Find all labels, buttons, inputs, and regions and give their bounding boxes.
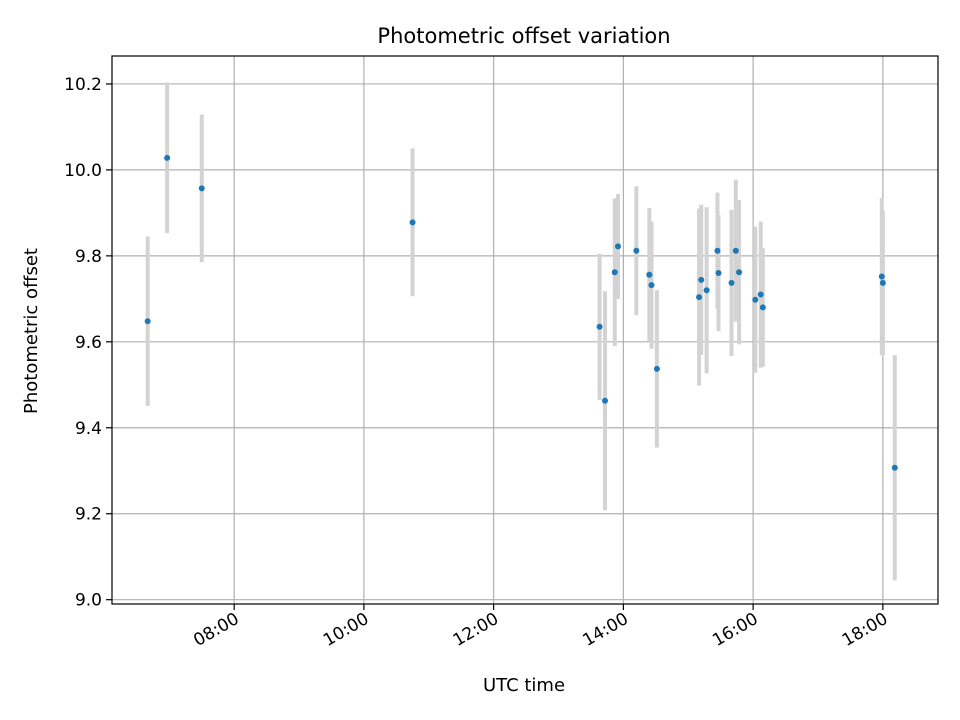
y-tick-label: 9.6 (75, 333, 102, 353)
y-tick-label: 9.4 (75, 419, 102, 439)
y-tick-label: 10.2 (64, 75, 102, 95)
data-point (714, 247, 721, 254)
data-point (144, 318, 151, 325)
y-tick-label: 10.0 (64, 161, 102, 181)
data-point (891, 464, 898, 471)
data-point (653, 365, 660, 372)
y-axis-label: Photometric offset (21, 248, 42, 414)
data-point (409, 219, 416, 226)
data-point (728, 279, 735, 286)
data-point (878, 273, 885, 280)
data-point (648, 282, 655, 289)
data-point (759, 304, 766, 311)
data-point (736, 269, 743, 276)
data-points (144, 154, 898, 471)
data-point (646, 271, 653, 278)
data-point (611, 269, 618, 276)
y-tick-label: 9.8 (75, 247, 102, 267)
data-point (696, 294, 703, 301)
data-point (715, 270, 722, 277)
y-axis-ticks: 9.0 9.2 9.4 9.6 9.8 10.0 10.2 (64, 75, 112, 611)
plot-area-frame (111, 55, 939, 605)
data-point (752, 296, 759, 303)
data-point (633, 247, 640, 254)
data-point (879, 279, 886, 286)
data-point (198, 185, 205, 192)
data-point (164, 154, 171, 161)
chart-title: Photometric offset variation (377, 24, 670, 48)
data-point (703, 287, 710, 294)
data-point (614, 243, 621, 250)
data-point (602, 397, 609, 404)
data-point (757, 291, 764, 298)
y-tick-label: 9.0 (75, 591, 102, 611)
data-point (732, 247, 739, 254)
x-axis-label: UTC time (483, 675, 565, 696)
data-point (698, 276, 705, 283)
data-point (596, 323, 603, 330)
y-tick-label: 9.2 (75, 505, 102, 525)
